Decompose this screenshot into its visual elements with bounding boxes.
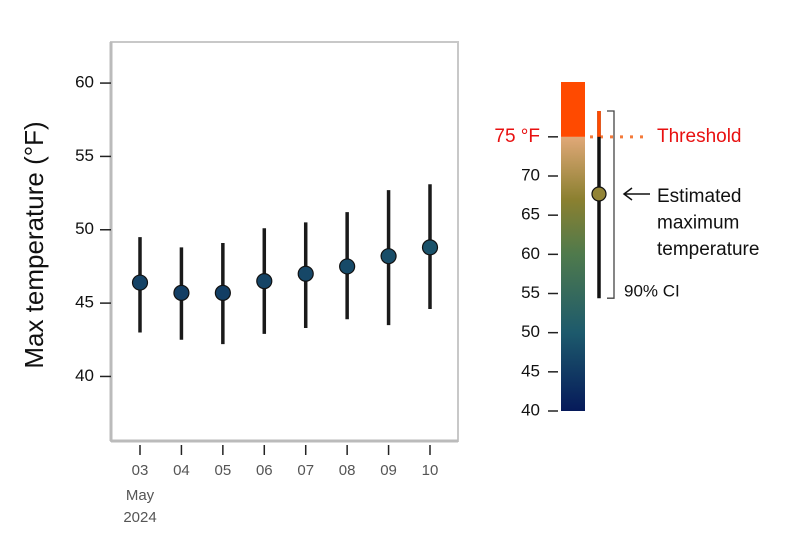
point (339, 258, 356, 275)
y-tick-label: 55 (75, 146, 94, 165)
month-label: May (126, 487, 155, 504)
estimate-arrow (622, 187, 650, 201)
x-tick-label: 07 (297, 462, 314, 479)
x-tick-label: 09 (380, 462, 397, 479)
legend-point (591, 186, 607, 202)
point (173, 284, 190, 301)
point (380, 248, 397, 265)
point (214, 284, 231, 301)
threshold-label: Threshold (657, 126, 742, 147)
ci-label: 90% CI (624, 282, 680, 301)
y-tick-label: 60 (75, 73, 94, 92)
x-tick-label: 04 (173, 462, 190, 479)
y-tick-label: 50 (75, 219, 94, 238)
colorbar-above (561, 82, 585, 137)
legend-tick-label: 45 (521, 361, 540, 380)
plot-frame (110, 41, 459, 442)
point (131, 274, 149, 291)
estimate-label: maximum (657, 213, 739, 234)
y-tick-label: 40 (75, 366, 94, 385)
point (297, 265, 314, 282)
legend-tick-label: 65 (521, 205, 540, 224)
x-tick-label: 08 (339, 462, 356, 479)
x-tick-label: 03 (132, 462, 149, 479)
point (421, 239, 439, 256)
estimate-label: temperature (657, 239, 759, 260)
y-axis-label: Max temperature (°F) (19, 121, 49, 368)
x-tick-label: 10 (422, 462, 439, 479)
ci-bracket (607, 110, 615, 299)
legend-tick-label: 40 (521, 400, 540, 419)
legend-tick-label: 60 (521, 244, 540, 263)
legend-tick-label: 75 °F (494, 126, 540, 147)
x-tick-label: 06 (256, 462, 273, 479)
legend-tick-label: 50 (521, 322, 540, 341)
legend-tick-label: 55 (521, 283, 540, 302)
estimate-label: Estimated (657, 186, 741, 207)
y-tick-label: 45 (75, 293, 94, 312)
legend-tick-label: 70 (521, 165, 540, 184)
point (256, 273, 273, 290)
x-tick-label: 05 (215, 462, 232, 479)
colorbar (561, 136, 585, 412)
year-label: 2024 (123, 509, 156, 526)
